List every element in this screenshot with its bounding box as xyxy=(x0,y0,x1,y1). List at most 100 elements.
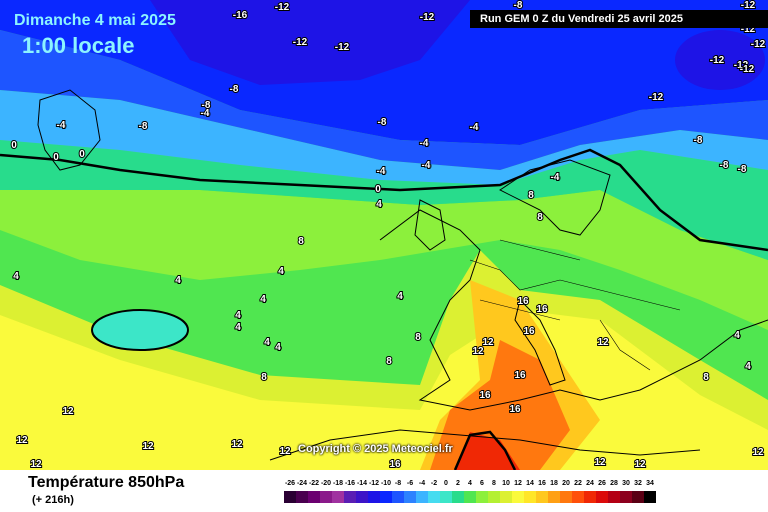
isotherm-label: 16 xyxy=(514,370,526,381)
isotherm-label: -8 xyxy=(230,84,239,95)
isotherm-label: -12 xyxy=(740,64,755,75)
isotherm-label: 4 xyxy=(260,294,266,305)
isotherm-label: 4 xyxy=(235,322,241,333)
color-legend xyxy=(284,491,656,503)
isotherm-label: -12 xyxy=(275,2,290,13)
legend-swatch xyxy=(296,491,308,503)
legend-label: -24 xyxy=(296,480,308,487)
forecast-offset: (+ 216h) xyxy=(32,494,74,506)
legend-swatch xyxy=(572,491,584,503)
isotherm-label: -4 xyxy=(422,160,431,171)
legend-swatch xyxy=(428,491,440,503)
isotherm-label: -8 xyxy=(738,164,747,175)
isotherm-label: -4 xyxy=(551,172,560,183)
isotherm-label: -8 xyxy=(694,135,703,146)
legend-swatch xyxy=(476,491,488,503)
legend-swatch xyxy=(440,491,452,503)
isotherm-label: 8 xyxy=(537,212,543,223)
legend-label: 20 xyxy=(562,480,570,487)
legend-label: 6 xyxy=(480,480,484,487)
isotherm-label: -12 xyxy=(741,0,756,11)
isotherm-label: -8 xyxy=(139,121,148,132)
isotherm-label: 16 xyxy=(536,304,548,315)
legend-label: -8 xyxy=(394,480,402,487)
isotherm-12 xyxy=(453,430,517,470)
temperature-map: -16-12-12-12 -12-12-12-12-12 -12-12-12-8-8… xyxy=(0,0,768,470)
band-lightyellow xyxy=(0,250,768,430)
isotherm-label: 0 xyxy=(375,184,381,195)
isotherm-label: 12 xyxy=(62,406,74,417)
isotherm-label: -12 xyxy=(293,37,308,48)
legend-swatch xyxy=(596,491,608,503)
isotherm-label: 12 xyxy=(30,459,42,470)
legend-swatch xyxy=(632,491,644,503)
band-teal xyxy=(0,140,768,260)
legend-swatch xyxy=(548,491,560,503)
legend-label: 14 xyxy=(526,480,534,487)
coastline-italy xyxy=(514,299,566,386)
legend-swatch xyxy=(644,491,656,503)
legend-label: 24 xyxy=(586,480,594,487)
legend-swatch xyxy=(356,491,368,503)
coastline-africa xyxy=(269,429,701,461)
isotherm-label: 4 xyxy=(397,291,403,302)
legend-swatch xyxy=(488,491,500,503)
legend-label: -10 xyxy=(380,480,392,487)
legend-swatch xyxy=(380,491,392,503)
isotherm-label: 4 xyxy=(13,271,19,282)
coastline-greenland xyxy=(37,89,101,171)
legend-label: -4 xyxy=(418,480,426,487)
band-green-mid xyxy=(0,190,768,330)
legend-label: -26 xyxy=(284,480,296,487)
isotherm-label: 12 xyxy=(231,439,243,450)
isotherm-label: 8 xyxy=(528,190,534,201)
legend-label: 22 xyxy=(574,480,582,487)
isotherm-label: 12 xyxy=(594,457,606,468)
band-cyan xyxy=(0,90,768,185)
legend-swatch xyxy=(392,491,404,503)
isotherm-label: -4 xyxy=(377,166,386,177)
country-borders xyxy=(469,239,681,371)
band-red xyxy=(455,432,520,470)
model-run-label: Run GEM 0 Z du Vendredi 25 avril 2025 xyxy=(470,10,768,28)
isotherm-label: 12 xyxy=(279,446,291,457)
map-title: Température 850hPa xyxy=(28,474,185,491)
isotherm-label: 16 xyxy=(479,390,491,401)
legend-swatch xyxy=(404,491,416,503)
copyright-label: Copyright © 2025 Meteociel.fr xyxy=(298,443,453,455)
legend-label: -12 xyxy=(368,480,380,487)
legend-label: 16 xyxy=(538,480,546,487)
isotherm-label: 8 xyxy=(386,356,392,367)
legend-label: 12 xyxy=(514,480,522,487)
isotherm-label: 8 xyxy=(415,332,421,343)
forecast-date: Dimanche 4 mai 2025 xyxy=(14,12,176,29)
isotherm-label: -8 xyxy=(514,0,523,11)
isotherm-label: 16 xyxy=(389,459,401,470)
legend-swatch xyxy=(512,491,524,503)
legend-swatch xyxy=(308,491,320,503)
legend-label: 34 xyxy=(646,480,654,487)
legend-label: 18 xyxy=(550,480,558,487)
isotherm-label: 4 xyxy=(235,310,241,321)
legend-label: -6 xyxy=(406,480,414,487)
isotherm-label: 0 xyxy=(79,149,85,160)
isotherm-label: -12 xyxy=(751,39,766,50)
legend-swatch xyxy=(584,491,596,503)
isotherm-label: -12 xyxy=(335,42,350,53)
legend-label: 30 xyxy=(622,480,630,487)
legend-swatch xyxy=(320,491,332,503)
legend-label: 10 xyxy=(502,480,510,487)
isotherm-label: 16 xyxy=(509,404,521,415)
isotherm-label: 12 xyxy=(752,447,764,458)
legend-label: -20 xyxy=(320,480,332,487)
band-blue xyxy=(0,30,768,170)
isotherm-label: 4 xyxy=(278,266,284,277)
legend-swatch xyxy=(536,491,548,503)
forecast-time: 1:00 locale xyxy=(22,33,135,58)
legend-swatch xyxy=(524,491,536,503)
isotherm-label: 4 xyxy=(376,199,382,210)
band-cold-core xyxy=(150,0,470,85)
legend-swatch xyxy=(620,491,632,503)
isotherm-label: 8 xyxy=(703,372,709,383)
isotherm-label: -16 xyxy=(233,10,248,21)
